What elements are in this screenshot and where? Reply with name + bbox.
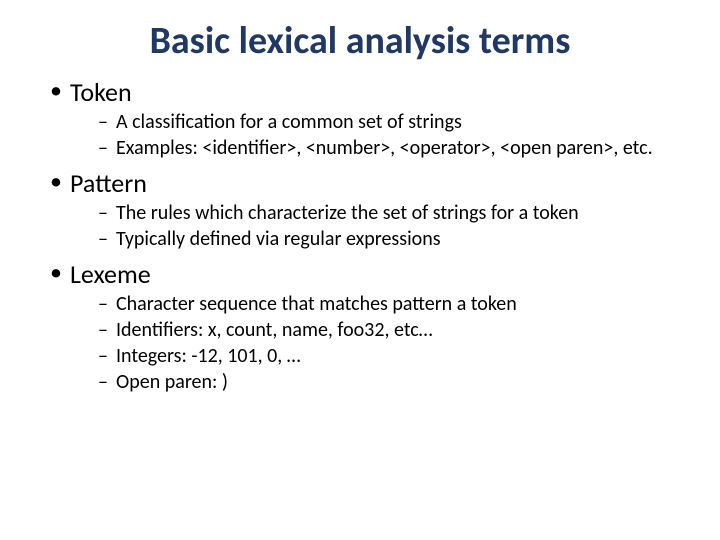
sub-item: Open paren: ) <box>98 370 690 395</box>
sub-list: A classification for a common set of str… <box>70 110 690 161</box>
slide-title: Basic lexical analysis terms <box>30 18 690 64</box>
slide: Basic lexical analysis terms Token A cla… <box>0 0 720 540</box>
bullet-label: Token <box>70 76 132 108</box>
sub-item: The rules which characterize the set of … <box>98 201 690 226</box>
sub-item: Examples: <identifier>, <number>, <opera… <box>98 136 690 161</box>
sub-list: The rules which characterize the set of … <box>70 201 690 252</box>
bullet-label: Pattern <box>70 167 147 199</box>
bullet-item-lexeme: Lexeme Character sequence that matches p… <box>50 258 690 395</box>
bullet-item-pattern: Pattern The rules which characterize the… <box>50 167 690 252</box>
sub-item: Integers: -12, 101, 0, … <box>98 344 690 369</box>
bullet-label: Lexeme <box>70 258 151 290</box>
sub-item: A classification for a common set of str… <box>98 110 690 135</box>
bullet-list: Token A classification for a common set … <box>30 76 690 395</box>
sub-item: Identifiers: x, count, name, foo32, etc… <box>98 318 690 343</box>
sub-list: Character sequence that matches pattern … <box>70 292 690 395</box>
sub-item: Character sequence that matches pattern … <box>98 292 690 317</box>
bullet-item-token: Token A classification for a common set … <box>50 76 690 161</box>
sub-item: Typically defined via regular expression… <box>98 227 690 252</box>
